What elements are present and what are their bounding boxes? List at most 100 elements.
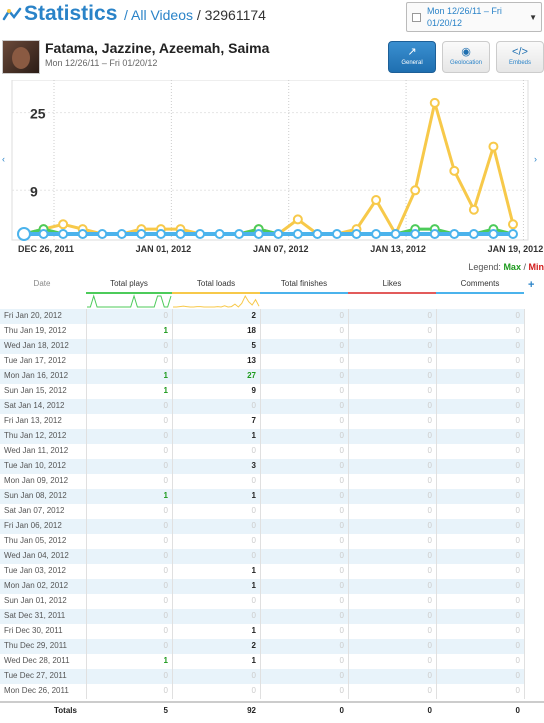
row-date: Thu Jan 19, 2012: [4, 326, 67, 335]
data-point: [17, 227, 31, 241]
col-header-finishes[interactable]: Total finishes: [280, 279, 328, 288]
view-embeds-button[interactable]: </> Embeds: [496, 41, 544, 73]
data-point: [331, 229, 342, 239]
data-point: [253, 229, 264, 239]
data-point: [58, 219, 69, 230]
cell-comments: 0: [515, 476, 520, 485]
cell-loads: 0: [251, 686, 256, 695]
table-header: Date Total plays Total loads Total finishes…: [0, 276, 544, 309]
cell-plays: 1: [163, 326, 168, 335]
row-date: Wed Jan 11, 2012: [4, 446, 69, 455]
data-point: [77, 229, 88, 239]
sparkline: [173, 294, 260, 308]
page-title: Statistics: [24, 2, 118, 25]
cell-plays: 1: [163, 386, 168, 395]
video-id: / 32961174: [196, 7, 266, 23]
cell-likes: 0: [427, 341, 432, 350]
cell-comments: 0: [515, 686, 520, 695]
cell-plays: 1: [163, 491, 168, 500]
cell-comments: 0: [515, 431, 520, 440]
data-point: [292, 214, 303, 225]
date-range-text: Mon 12/26/11 – Fri 01/20/12: [427, 6, 502, 28]
column-separator: [524, 309, 525, 699]
cell-finishes: 0: [339, 551, 344, 560]
view-button-label: Geolocation: [449, 60, 483, 66]
cell-likes: 0: [427, 611, 432, 620]
table-row: Mon Jan 09, 2012 0 0 0 0 0: [0, 474, 524, 489]
chart-frame: [11, 80, 529, 241]
cell-plays: 0: [163, 521, 168, 530]
cell-plays: 0: [163, 551, 168, 560]
total-finishes: 0: [339, 706, 344, 715]
cell-finishes: 0: [339, 326, 344, 335]
cell-loads: 1: [251, 656, 256, 665]
date-range-picker[interactable]: Mon 12/26/11 – Fri 01/20/12 ▼: [406, 2, 542, 32]
col-header-comments[interactable]: Comments: [460, 279, 500, 288]
all-videos-link[interactable]: / All Videos: [124, 7, 194, 23]
cell-likes: 0: [427, 506, 432, 515]
col-header-plays[interactable]: Total plays: [110, 279, 148, 288]
cell-finishes: 0: [339, 506, 344, 515]
data-point: [429, 97, 440, 108]
col-header-loads[interactable]: Total loads: [196, 279, 236, 288]
cell-comments: 0: [515, 611, 520, 620]
cell-finishes: 0: [339, 446, 344, 455]
cell-plays: 0: [163, 506, 168, 515]
chart-next-arrow-icon[interactable]: ›: [534, 154, 537, 164]
cell-finishes: 0: [339, 656, 344, 665]
cell-loads: 5: [251, 341, 256, 350]
cell-finishes: 0: [339, 536, 344, 545]
data-point: [488, 229, 499, 239]
row-date: Tue Dec 27, 2011: [4, 671, 67, 680]
table-row: Mon Dec 26, 2011 0 0 0 0 0: [0, 684, 524, 699]
data-point: [410, 185, 421, 196]
cell-comments: 0: [515, 641, 520, 650]
cell-plays: 0: [163, 536, 168, 545]
cell-loads: 0: [251, 506, 256, 515]
table-row: Fri Jan 13, 2012 0 7 0 0 0: [0, 414, 524, 429]
table-row: Mon Jan 16, 2012 1 27 0 0 0: [0, 369, 524, 384]
data-point: [234, 229, 245, 239]
cell-comments: 0: [515, 371, 520, 380]
cell-finishes: 0: [339, 371, 344, 380]
row-date: Thu Dec 29, 2011: [4, 641, 68, 650]
user-date-range: Mon 12/26/11 – Fri 01/20/12: [45, 58, 158, 68]
table-row: Thu Jan 12, 2012 0 1 0 0 0: [0, 429, 524, 444]
cell-likes: 0: [427, 536, 432, 545]
x-tick-label: JAN 19, 2012: [488, 244, 544, 254]
cell-loads: 0: [251, 521, 256, 530]
chevron-down-icon[interactable]: ▼: [529, 13, 537, 22]
compare-checkbox[interactable]: [412, 13, 421, 22]
chart-prev-arrow-icon[interactable]: ‹: [2, 154, 5, 164]
data-point: [38, 229, 49, 239]
cell-plays: 0: [163, 461, 168, 470]
view-general-button[interactable]: ↗ General: [388, 41, 436, 73]
table-row: Mon Jan 02, 2012 0 1 0 0 0: [0, 579, 524, 594]
totals-label: Totals: [54, 706, 77, 715]
cell-plays: 0: [163, 671, 168, 680]
cell-plays: 0: [163, 596, 168, 605]
stats-chart: ‹ › 25 9 DEC 26, 2011 JAN 01, 2012 JAN 07, 2…: [0, 80, 544, 258]
data-point: [468, 204, 479, 215]
data-point: [449, 165, 460, 176]
totals-row: Totals 5 92 0 0 0: [0, 701, 544, 715]
col-header-date[interactable]: Date: [33, 279, 51, 288]
data-point: [214, 229, 225, 239]
cell-finishes: 0: [339, 476, 344, 485]
row-date: Fri Dec 30, 2011: [4, 626, 63, 635]
cell-loads: 0: [251, 611, 256, 620]
code-icon: </>: [512, 46, 528, 58]
cell-finishes: 0: [339, 461, 344, 470]
add-column-button[interactable]: +: [528, 279, 535, 291]
cell-finishes: 0: [339, 416, 344, 425]
cell-plays: 0: [163, 356, 168, 365]
cell-finishes: 0: [339, 581, 344, 590]
col-header-likes[interactable]: Likes: [382, 279, 402, 288]
legend: Legend: Max / Min: [0, 262, 544, 274]
cell-finishes: 0: [339, 596, 344, 605]
cell-likes: 0: [427, 461, 432, 470]
cell-likes: 0: [427, 431, 432, 440]
view-geolocation-button[interactable]: ◉ Geolocation: [442, 41, 490, 73]
cell-finishes: 0: [339, 521, 344, 530]
cell-likes: 0: [427, 326, 432, 335]
